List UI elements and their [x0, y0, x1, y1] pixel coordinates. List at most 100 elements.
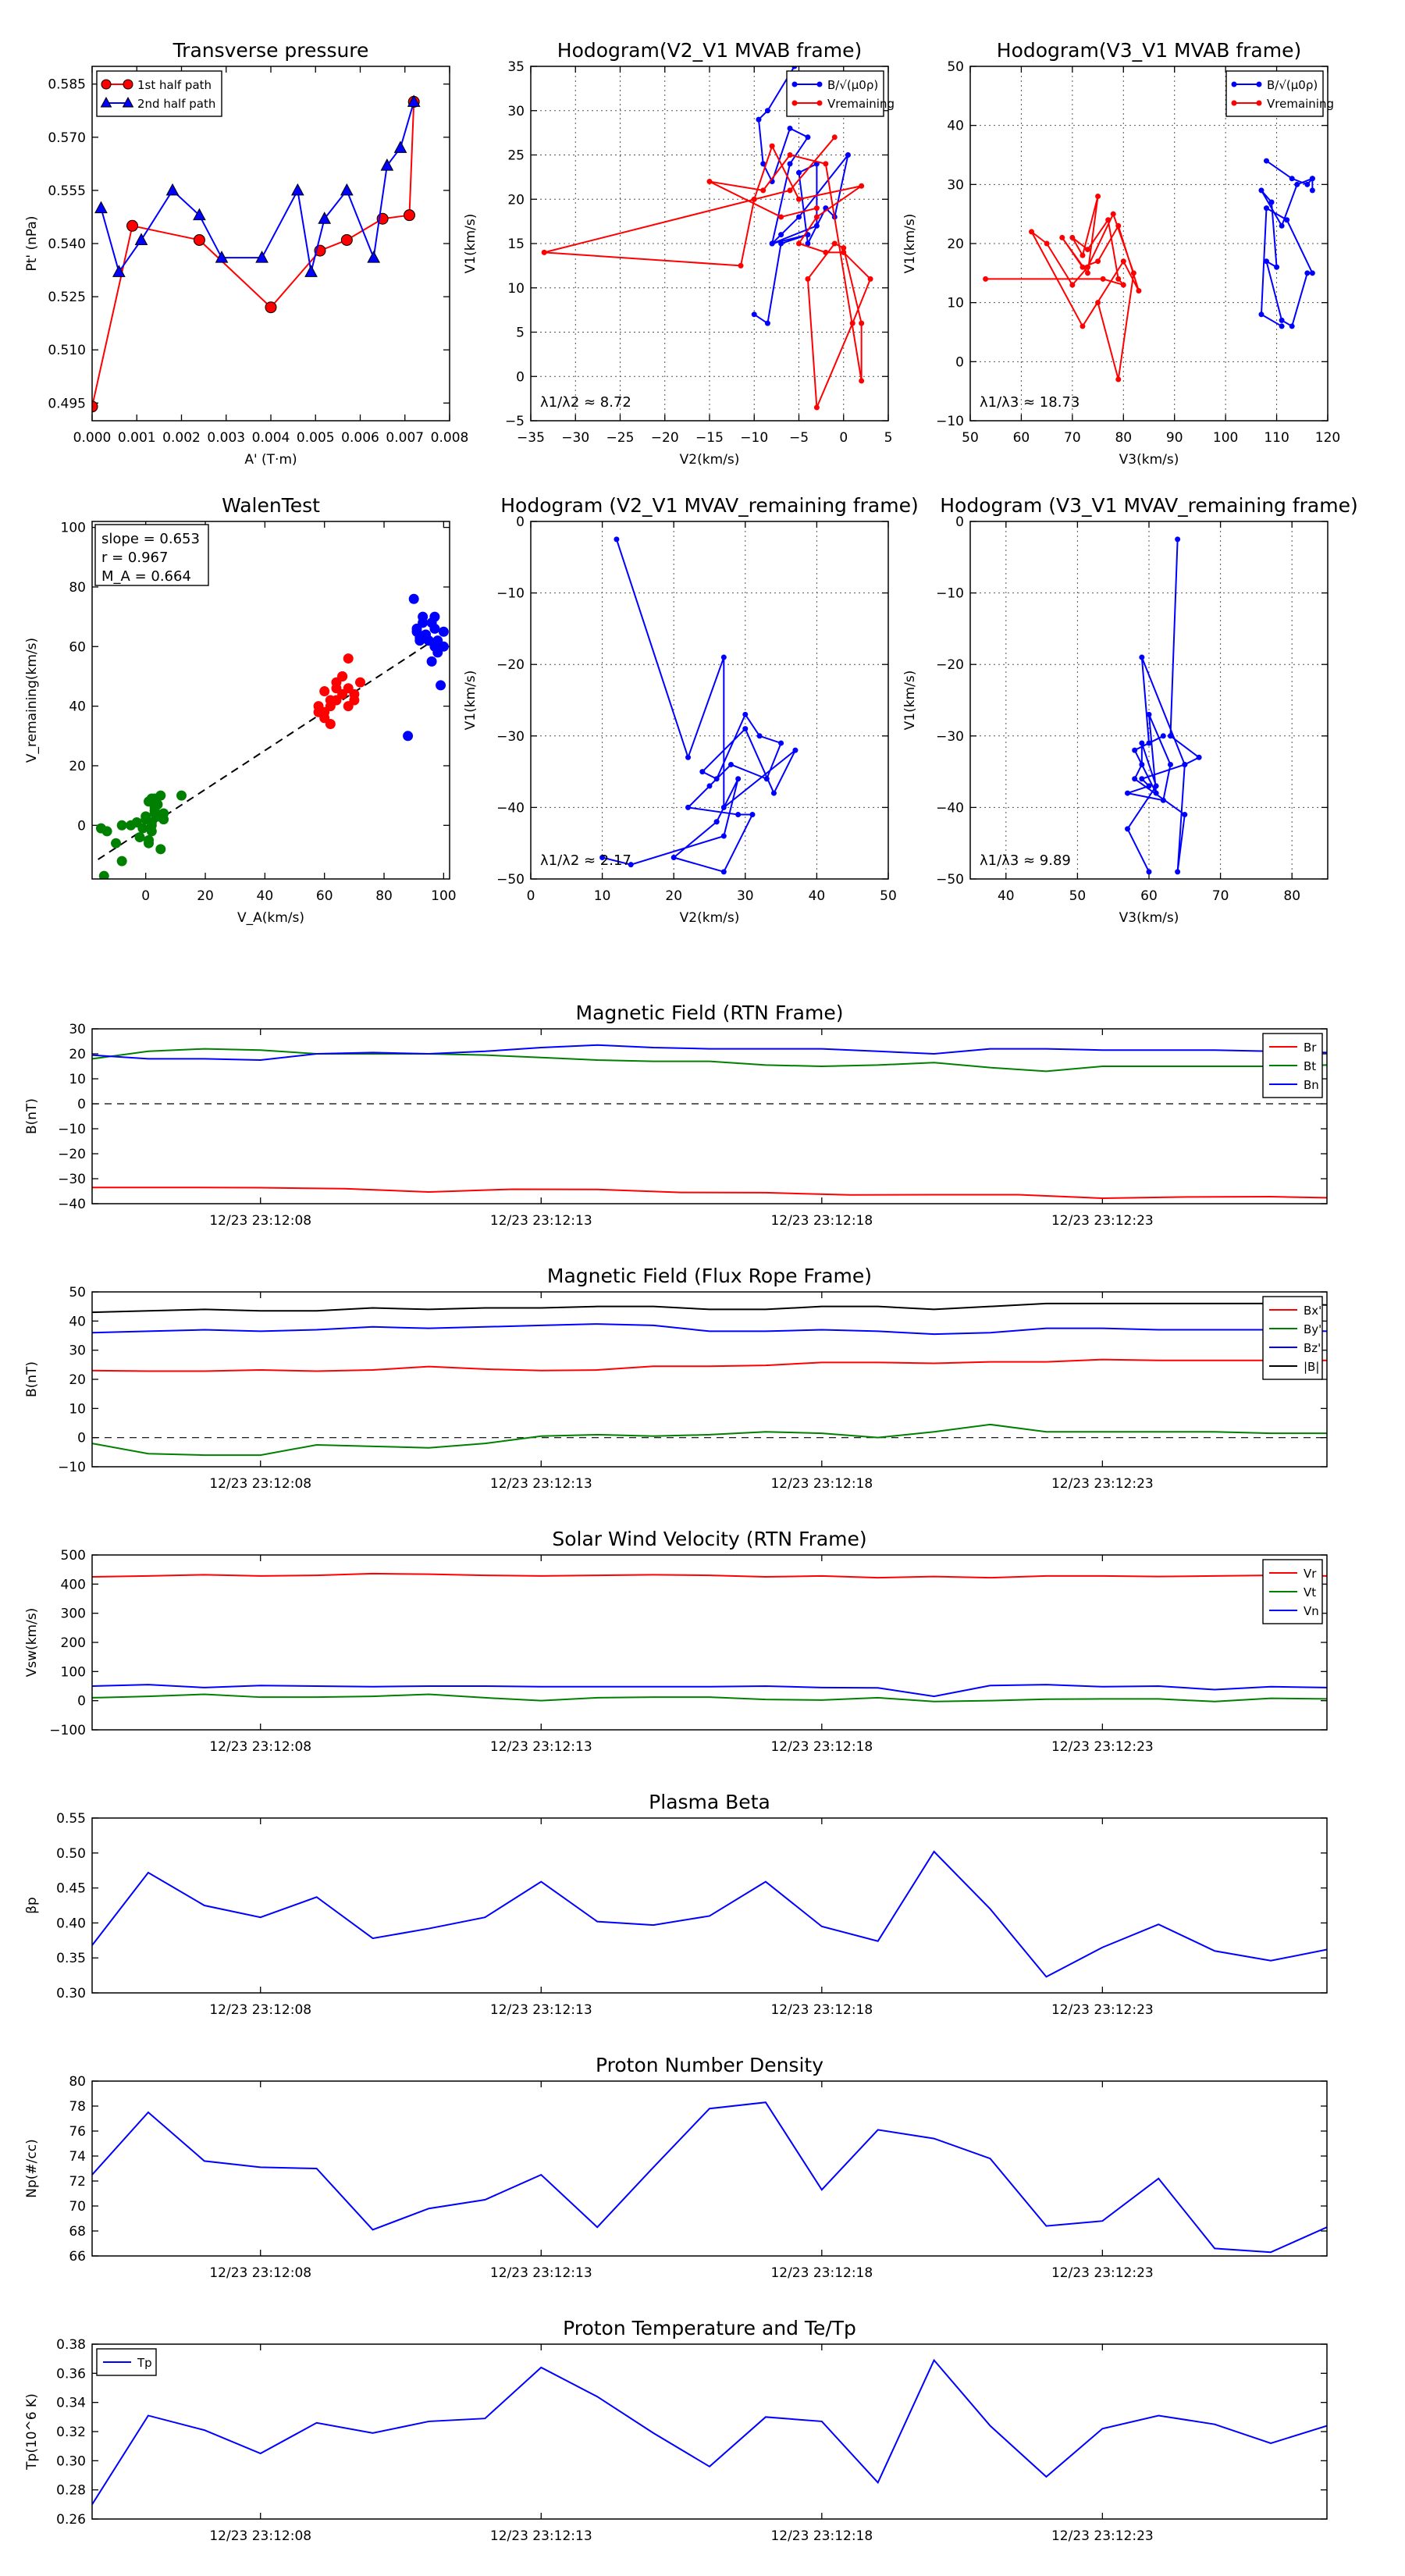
x-tick-label: 0 [141, 888, 150, 904]
x-tick-label: 120 [1315, 430, 1340, 446]
data-point [685, 804, 692, 810]
data-point [1139, 654, 1145, 660]
data-point [1309, 187, 1315, 194]
x-tick-label: 12/23 23:12:13 [490, 2265, 592, 2281]
y-tick-label: 0.36 [56, 2366, 86, 2382]
x-tick-label: 12/23 23:12:23 [1051, 2002, 1154, 2018]
legend-label: Bx' [1304, 1304, 1321, 1318]
data-point [101, 826, 112, 837]
chart-plasma-beta: Plasma Beta 12/23 23:12:08 12/23 23:12:13 1… [24, 1791, 1328, 2018]
data-point [407, 94, 421, 107]
data-point [735, 776, 742, 782]
y-tick-label: 0.50 [56, 1846, 86, 1862]
series-line [92, 2358, 1327, 2505]
data-point [727, 761, 734, 767]
chart-walen-test: WalenTest 0 20 40 60 80 100 0 20 40 60 80 100 V_A(km/… [24, 494, 457, 926]
data-point [1309, 176, 1315, 182]
legend-box [1225, 70, 1324, 117]
legend-marker [791, 100, 798, 106]
series-red [313, 653, 365, 730]
axes-frame [91, 66, 450, 422]
data-point [813, 222, 820, 229]
stats-box [94, 524, 209, 586]
series-line [92, 1693, 1327, 1703]
chart-title: Hodogram(V3_V1 MVAB frame) [997, 39, 1301, 62]
y-tick-label: 0.34 [56, 2396, 86, 2411]
legend-label: Vt [1304, 1585, 1316, 1599]
y-tick-label: 20 [69, 1372, 86, 1388]
series-by- [92, 1423, 1327, 1457]
x-tick-label: 40 [257, 888, 274, 904]
chart-title: Plasma Beta [649, 1791, 770, 1813]
data-point [1263, 258, 1269, 265]
data-point [349, 695, 360, 706]
legend-marker [816, 81, 823, 87]
x-tick-label: 0.003 [207, 430, 245, 446]
series-vr [92, 1572, 1327, 1579]
y-tick-label: −100 [49, 1723, 86, 1738]
legend-label: Vremaining [827, 97, 895, 111]
data-point [756, 116, 762, 123]
data-point [436, 680, 446, 691]
series-bt [92, 1048, 1327, 1073]
x-tick-label: −20 [651, 430, 679, 446]
data-point [116, 856, 127, 866]
data-point [1095, 300, 1101, 306]
data-point [720, 804, 727, 810]
data-point [1120, 258, 1126, 265]
y-axis-label: V1(km/s) [902, 214, 918, 274]
y-tick-label: −10 [58, 1122, 86, 1137]
data-point [255, 251, 269, 263]
y-tick-label: 0.30 [56, 2453, 86, 2469]
data-point [823, 161, 829, 167]
chart-hodogram-v3-v1-mvav: Hodogram (V3_V1 MVAV_remaining frame) 40 5… [902, 494, 1358, 926]
y-tick-label: 30 [69, 1022, 86, 1037]
y-tick-label: −30 [496, 729, 525, 745]
data-point [805, 134, 811, 141]
x-tick-label: 0.001 [118, 430, 156, 446]
legend-marker [101, 79, 112, 90]
chart-solar-wind-velocity: Solar Wind Velocity (RTN Frame) 12/23 23:… [24, 1528, 1328, 1755]
data-point [1080, 264, 1086, 270]
y-tick-label: 5 [516, 326, 525, 341]
x-tick-label: 50 [880, 888, 897, 904]
y-tick-label: 20 [507, 192, 525, 208]
data-point [831, 240, 838, 247]
x-tick-label: 12/23 23:12:08 [209, 1476, 311, 1492]
y-axis-label: V1(km/s) [902, 671, 918, 731]
x-tick-label: 50 [962, 430, 979, 446]
axes-frame [530, 521, 889, 880]
series-vremaining [983, 193, 1142, 382]
data-point [1120, 282, 1126, 288]
data-point [319, 686, 330, 697]
data-point [787, 125, 793, 131]
y-tick-label: 50 [947, 59, 964, 75]
axes-frame [91, 521, 450, 880]
series-line [92, 1048, 1327, 1073]
axes-frame [530, 66, 889, 422]
legend-marker [1231, 81, 1237, 87]
legend-marker [1231, 100, 1237, 106]
x-axis-label: V3(km/s) [1119, 452, 1179, 468]
x-tick-label: 100 [1213, 430, 1238, 446]
data-point [1139, 740, 1145, 746]
y-tick-label: 0.495 [48, 396, 86, 411]
data-point [403, 209, 415, 222]
data-point [94, 201, 108, 214]
legend-label: Bt [1304, 1059, 1316, 1073]
x-axis-label: V2(km/s) [680, 910, 740, 926]
y-tick-label: 20 [947, 237, 964, 252]
data-point [1132, 747, 1138, 753]
data-point [193, 233, 205, 246]
data-point [318, 212, 332, 224]
data-point [1263, 158, 1269, 164]
series--b- [92, 1302, 1327, 1314]
data-point [1136, 288, 1142, 294]
data-point [735, 812, 742, 818]
legend-marker [1256, 81, 1262, 87]
x-tick-label: 90 [1166, 430, 1183, 446]
data-point [720, 833, 727, 839]
data-point [778, 240, 784, 247]
y-tick-label: 100 [61, 1664, 86, 1680]
